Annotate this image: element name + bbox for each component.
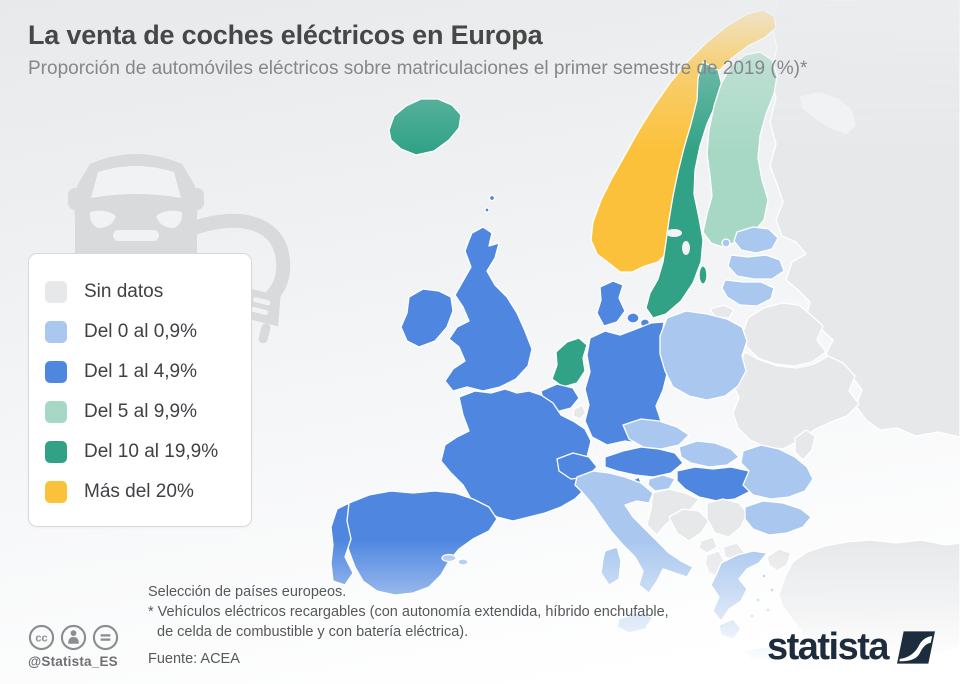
legend-item-0-09: Del 0 al 0,9%: [45, 312, 235, 352]
country-bosnia: [668, 508, 710, 542]
twitter-handle: @Statista_ES: [28, 654, 118, 669]
car-headlight-left: [89, 210, 116, 228]
footnote-line: de celda de combustible y con batería el…: [157, 624, 469, 640]
country-latvia: [727, 254, 785, 280]
country-luxembourg: [572, 404, 587, 420]
white-sea: [800, 92, 856, 134]
country-turkey-european: [766, 548, 792, 572]
legend-item-5-99: Del 5 al 9,9%: [45, 392, 235, 432]
country-czechia: [622, 418, 690, 450]
country-italy: [574, 470, 694, 594]
cc-license-icons: cc: [28, 624, 119, 651]
legend: Sin datos Del 0 al 0,9% Del 1 al 4,9% De…: [28, 253, 252, 527]
car-headlight-right: [156, 210, 183, 228]
lake-vanern: [666, 229, 682, 237]
country-denmark: [596, 280, 626, 327]
statista-wordmark: statista: [766, 626, 890, 668]
island-mallorca: [441, 553, 457, 563]
cc-nd-icon: [92, 624, 119, 651]
legend-label: Sin datos: [84, 281, 164, 302]
country-estonia: [733, 226, 779, 254]
orkney-island: [484, 207, 490, 213]
car-grille: [113, 230, 159, 241]
country-moldova: [794, 429, 816, 461]
estonia-island: [721, 238, 731, 248]
country-romania: [740, 444, 814, 500]
country-ukraine: [732, 351, 860, 450]
legend-swatch: [45, 281, 67, 303]
greece-peloponnese: [718, 618, 742, 640]
legend-swatch: [45, 361, 67, 383]
country-serbia: [706, 498, 748, 538]
shetland-island: [488, 194, 496, 202]
car-windshield: [91, 166, 181, 198]
aegean-island: [769, 587, 775, 593]
aegean-island: [749, 613, 755, 619]
page-subtitle: Proporción de automóviles eléctricos sob…: [28, 58, 808, 79]
island-sicily: [616, 612, 654, 634]
island-gotland: [698, 265, 708, 285]
license-block: cc @Statista_ES: [28, 624, 119, 669]
island-sardinia: [600, 546, 622, 586]
country-spain: [344, 490, 498, 596]
island-menorca: [457, 558, 469, 566]
svg-text:cc: cc: [35, 633, 47, 645]
country-belarus: [742, 302, 827, 367]
country-ireland: [400, 288, 454, 348]
country-turkey: [778, 539, 960, 656]
legend-item-10-199: Del 10 al 19,9%: [45, 432, 235, 472]
statista-logo-mark: [897, 631, 935, 664]
legend-item-1-49: Del 1 al 4,9%: [45, 352, 235, 392]
legend-label: Del 10 al 19,9%: [84, 441, 219, 462]
legend-item-sin-datos: Sin datos: [45, 272, 235, 312]
country-greece: [710, 550, 768, 622]
legend-label: Del 1 al 4,9%: [84, 361, 198, 382]
country-france: [440, 388, 594, 522]
island-crete: [742, 646, 780, 660]
legend-swatch: [45, 401, 67, 423]
country-sweden: [645, 61, 723, 319]
country-iceland: [388, 98, 462, 156]
country-lithuania: [721, 279, 775, 307]
country-bulgaria: [744, 500, 812, 536]
statista-logo: statista: [766, 626, 935, 668]
aegean-island: [761, 573, 767, 579]
page-title: La venta de coches eléctricos en Europa: [28, 20, 543, 50]
legend-item-mas-20: Más del 20%: [45, 472, 235, 512]
legend-swatch: [45, 441, 67, 463]
legend-label: Más del 20%: [84, 481, 194, 502]
cc-icon: cc: [28, 624, 55, 651]
country-finland: [702, 51, 778, 248]
country-slovakia: [678, 440, 740, 468]
legend-swatch: [45, 321, 67, 343]
legend-swatch: [45, 481, 67, 503]
country-portugal: [330, 502, 354, 586]
lake-vattern: [682, 241, 690, 255]
aegean-island: [765, 607, 771, 613]
cc-by-icon: [60, 624, 87, 651]
country-poland: [659, 310, 748, 401]
country-united-kingdom: [444, 226, 533, 392]
footnote-line: Selección de países europeos.: [148, 584, 347, 600]
footnote-line: * Vehículos eléctricos recargables (con …: [148, 604, 669, 620]
source-label: Fuente: ACEA: [148, 651, 240, 667]
legend-label: Del 5 al 9,9%: [84, 401, 198, 422]
legend-label: Del 0 al 0,9%: [84, 321, 198, 342]
country-montenegro: [698, 536, 718, 554]
charging-cable: [187, 213, 291, 305]
country-netherlands: [551, 337, 588, 388]
header: La venta de coches eléctricos en Europa …: [28, 20, 807, 80]
denmark-island-zealand: [626, 312, 640, 324]
footnotes: Selección de países europeos. * Vehículo…: [148, 582, 669, 669]
country-austria: [604, 446, 684, 478]
aegean-island: [755, 597, 761, 603]
